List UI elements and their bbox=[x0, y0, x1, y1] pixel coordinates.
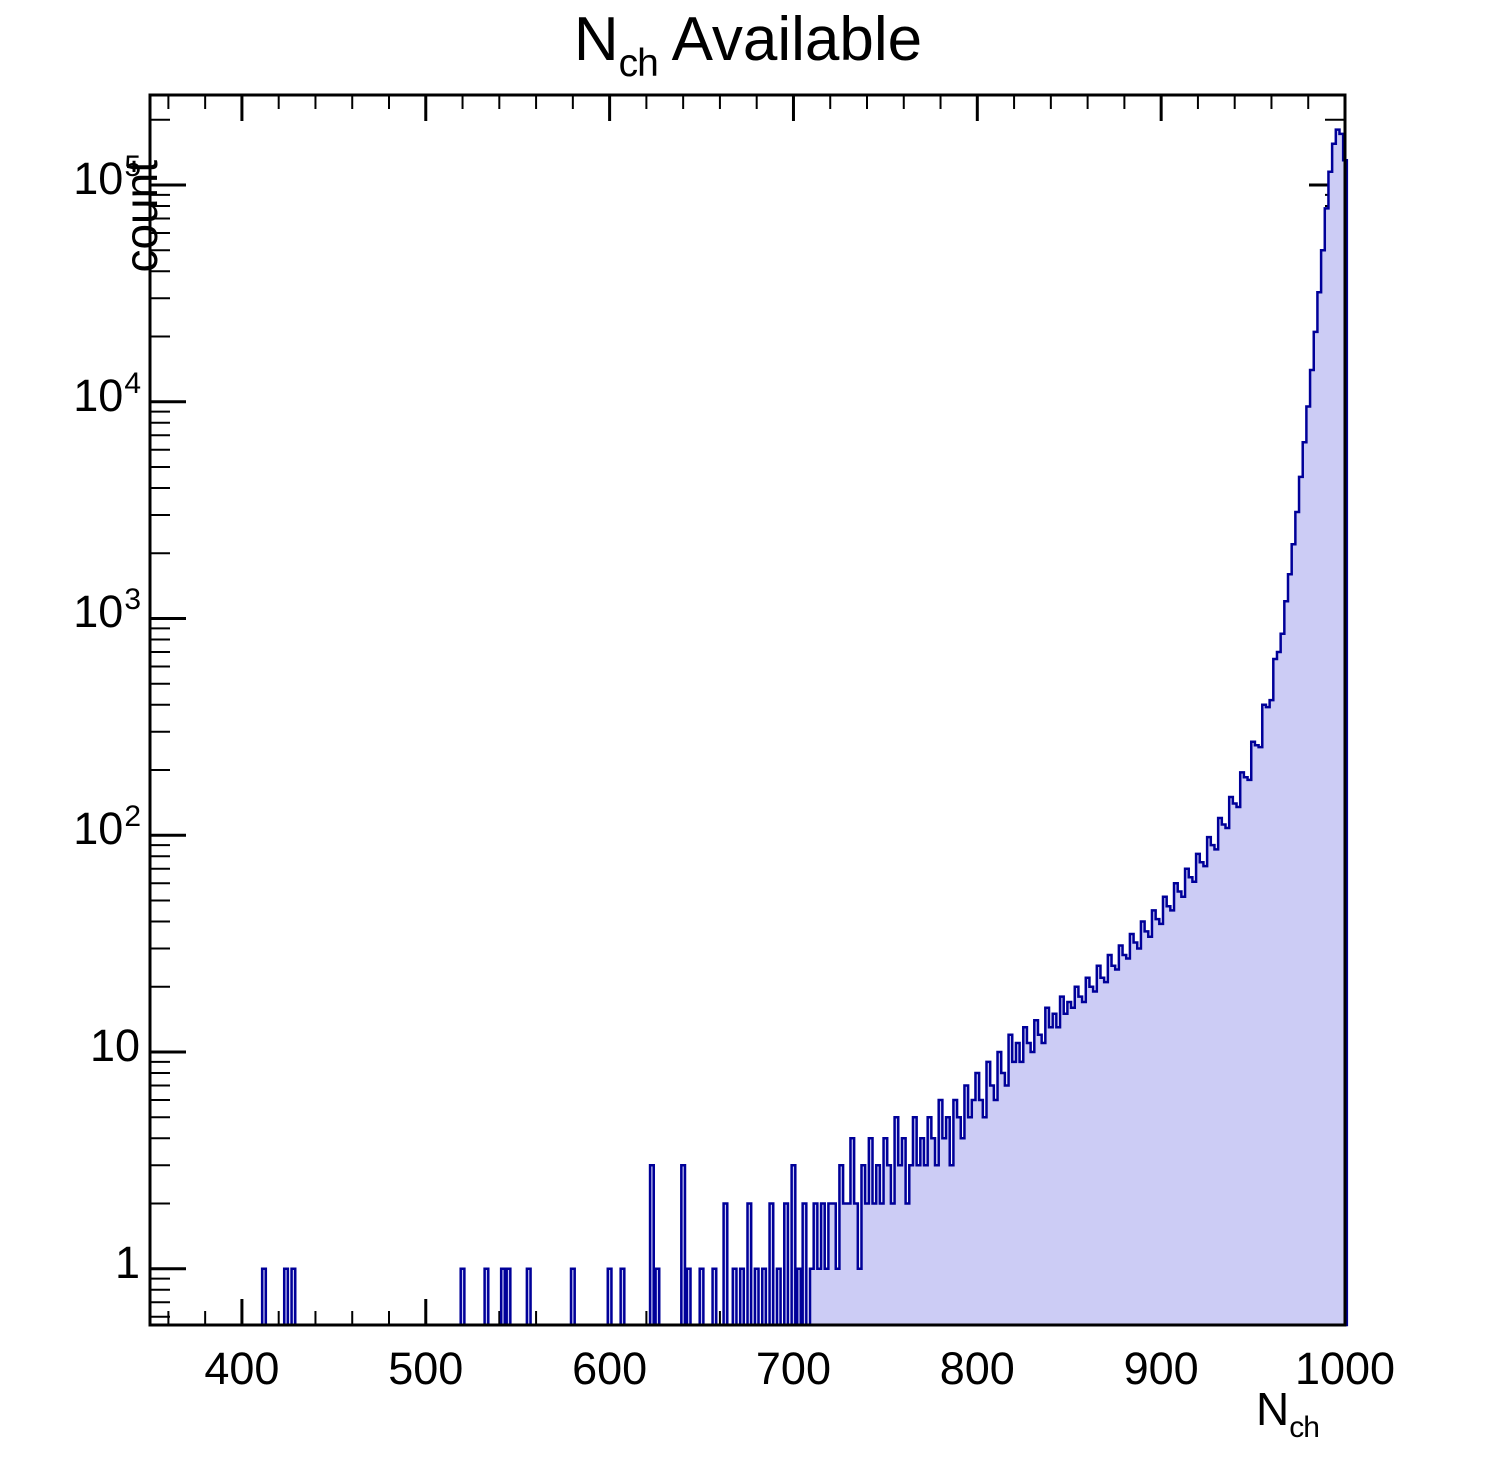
x-axis-title: Nch bbox=[1256, 1382, 1320, 1444]
y-tick-label-1: 10 bbox=[89, 1019, 140, 1071]
axis-frame bbox=[148, 93, 1347, 1327]
y-tick-label-3: 103 bbox=[73, 583, 141, 638]
x-axis-title-main: N bbox=[1256, 1383, 1290, 1435]
x-tick-label-900: 900 bbox=[1123, 1343, 1199, 1394]
x-tick-label-600: 600 bbox=[572, 1343, 648, 1394]
x-tick-label-500: 500 bbox=[388, 1343, 464, 1394]
y-tick-label-0: 1 bbox=[114, 1236, 140, 1288]
x-tick-label-1000: 1000 bbox=[1294, 1343, 1396, 1394]
x-tick-label-700: 700 bbox=[755, 1343, 831, 1394]
x-axis-title-subscript: ch bbox=[1289, 1411, 1320, 1444]
title-subscript: ch bbox=[618, 42, 659, 85]
y-tick-label-5: 105 bbox=[73, 149, 141, 204]
title-main: N bbox=[573, 5, 619, 74]
histogram-series bbox=[260, 128, 1349, 1327]
y-tick-label-2: 102 bbox=[73, 800, 141, 855]
y-tick-label-4: 104 bbox=[73, 366, 141, 421]
title-rest: Available bbox=[657, 5, 923, 74]
x-tick-label-400: 400 bbox=[204, 1343, 280, 1394]
page-title: Nch Available bbox=[0, 2, 1496, 86]
x-tick-label-800: 800 bbox=[939, 1343, 1015, 1394]
